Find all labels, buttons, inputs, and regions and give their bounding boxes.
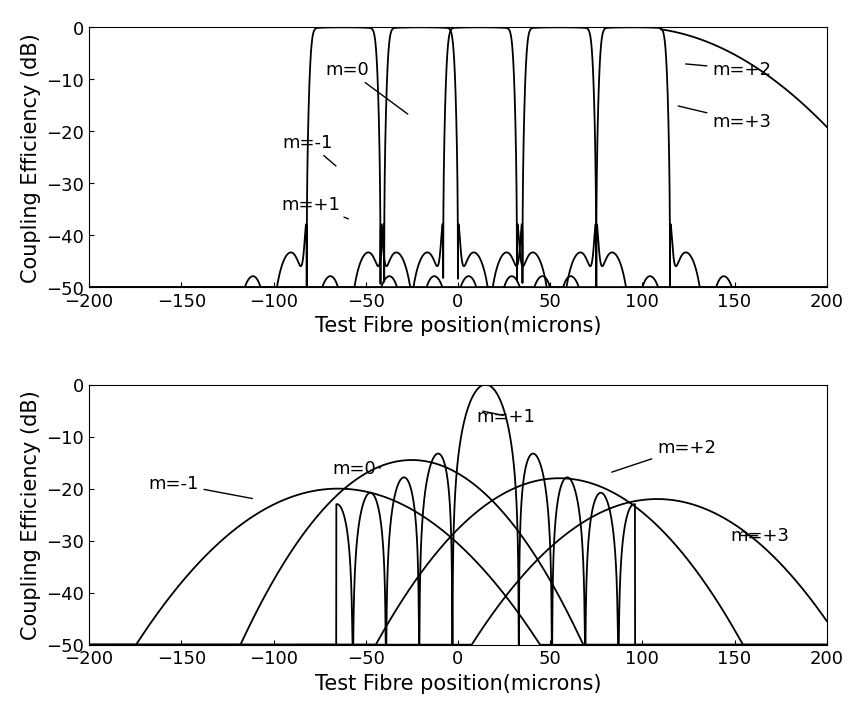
- Text: m=-1: m=-1: [148, 475, 252, 498]
- Text: m=0: m=0: [333, 459, 380, 477]
- Text: m=+2: m=+2: [685, 61, 771, 79]
- Text: m=0: m=0: [325, 61, 408, 114]
- X-axis label: Test Fibre position(microns): Test Fibre position(microns): [314, 316, 600, 336]
- Text: m=+3: m=+3: [730, 527, 790, 545]
- Text: m=+2: m=+2: [612, 438, 715, 473]
- Text: m=+1: m=+1: [281, 196, 348, 219]
- X-axis label: Test Fibre position(microns): Test Fibre position(microns): [314, 673, 600, 693]
- Text: m=-1: m=-1: [283, 134, 336, 166]
- Text: m=+1: m=+1: [476, 407, 535, 426]
- Text: m=+3: m=+3: [677, 106, 771, 131]
- Y-axis label: Coupling Efficiency (dB): Coupling Efficiency (dB): [21, 33, 41, 283]
- Y-axis label: Coupling Efficiency (dB): Coupling Efficiency (dB): [21, 390, 41, 640]
